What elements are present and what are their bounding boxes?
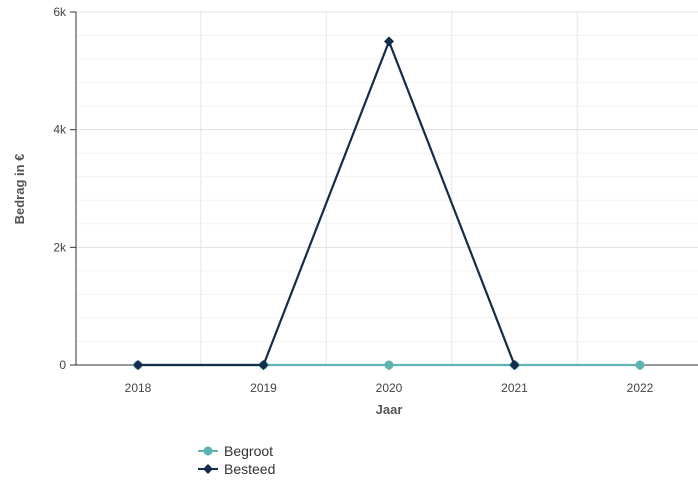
data-point-besteed [133, 360, 143, 370]
data-point-begroot [635, 360, 645, 370]
x-tick-label: 2022 [627, 381, 654, 395]
data-point-besteed [384, 36, 394, 47]
legend[interactable]: Begroot Besteed [198, 443, 275, 477]
series-layer [133, 36, 645, 370]
x-tick-label: 2018 [125, 381, 152, 395]
legend-marker [203, 464, 213, 474]
legend-label: Begroot [224, 443, 273, 459]
legend-label: Besteed [224, 461, 275, 477]
y-tick-label: 6k [53, 5, 67, 19]
x-tick-label: 2021 [501, 381, 528, 395]
data-point-besteed [258, 360, 269, 370]
y-axis-ticks: 0 2k 4k 6k [53, 5, 76, 372]
legend-marker [203, 446, 213, 456]
grid-lines [76, 11, 698, 365]
y-tick-label: 4k [53, 123, 67, 137]
series-line-besteed [138, 38, 516, 367]
series-besteed [133, 36, 520, 370]
y-tick-label: 0 [59, 358, 66, 372]
y-tick-label: 2k [53, 240, 67, 254]
axes [75, 12, 698, 366]
x-axis-ticks: 2018 2019 2020 2021 2022 [125, 365, 654, 395]
data-point-begroot [384, 360, 394, 370]
legend-item-besteed[interactable]: Besteed [198, 461, 275, 477]
x-axis-title: Jaar [376, 402, 403, 417]
x-tick-label: 2019 [250, 381, 277, 395]
data-point-besteed [509, 360, 520, 370]
x-tick-label: 2020 [376, 381, 403, 395]
legend-item-begroot[interactable]: Begroot [198, 443, 273, 459]
y-axis-title: Bedrag in € [12, 154, 27, 225]
